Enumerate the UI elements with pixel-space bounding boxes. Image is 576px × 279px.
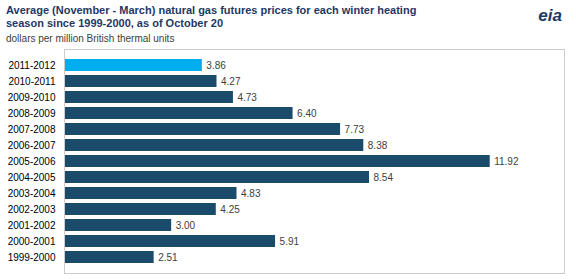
- svg-text:2009-2010: 2009-2010: [8, 92, 56, 103]
- svg-text:7.73: 7.73: [345, 124, 365, 135]
- svg-text:5.91: 5.91: [280, 236, 300, 247]
- svg-text:2001-2002: 2001-2002: [8, 220, 56, 231]
- svg-text:2003-2004: 2003-2004: [8, 188, 56, 199]
- svg-text:2.51: 2.51: [158, 252, 178, 263]
- html-text:dollars per million British th: dollars per million British thermal unit…: [6, 33, 175, 44]
- svg-text:2007-2008: 2007-2008: [8, 124, 56, 135]
- svg-text:4.27: 4.27: [221, 76, 241, 87]
- svg-text:3.00: 3.00: [176, 220, 196, 231]
- svg-text:4.73: 4.73: [237, 92, 257, 103]
- svg-text:11.92: 11.92: [494, 156, 519, 167]
- svg-text:3.86: 3.86: [206, 60, 226, 71]
- svg-text:8.38: 8.38: [368, 140, 388, 151]
- svg-text:2006-2007: 2006-2007: [8, 140, 56, 151]
- svg-text:2000-2001: 2000-2001: [8, 236, 56, 247]
- svg-text:2011-2012: 2011-2012: [8, 60, 56, 71]
- svg-text:2010-2011: 2010-2011: [8, 76, 56, 87]
- svg-text:2008-2009: 2008-2009: [8, 108, 56, 119]
- svg-text:2005-2006: 2005-2006: [8, 156, 56, 167]
- svg-text:6.40: 6.40: [297, 108, 317, 119]
- html-text:Average (November - March) nat: Average (November - March) natural gas f…: [6, 4, 417, 29]
- svg-text:1999-2000: 1999-2000: [8, 252, 56, 263]
- svg-text:2002-2003: 2002-2003: [8, 204, 56, 215]
- svg-text:4.25: 4.25: [220, 204, 240, 215]
- svg-text:4.83: 4.83: [241, 188, 261, 199]
- svg-text:2004-2005: 2004-2005: [8, 172, 56, 183]
- svg-text:8.54: 8.54: [374, 172, 394, 183]
- html-text:eia: eia: [538, 6, 562, 25]
